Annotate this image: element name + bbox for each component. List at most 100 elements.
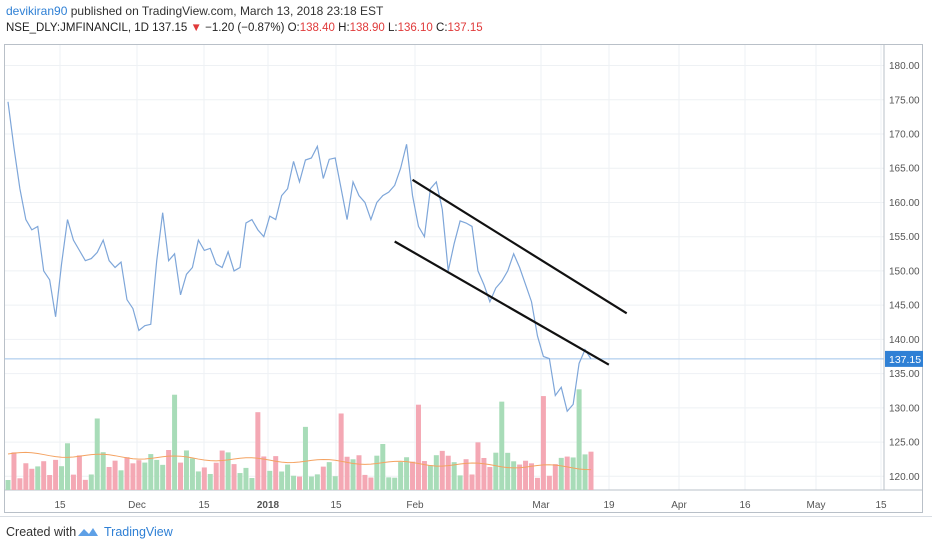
footer: Created with TradingView (0, 516, 932, 551)
volume-bar (332, 476, 338, 490)
x-tick-label: 2018 (257, 500, 280, 511)
volume-bar (195, 471, 201, 490)
volume-bar (189, 458, 195, 490)
y-tick-label: 180.00 (889, 61, 920, 72)
volume-bar (166, 450, 172, 490)
volume-bar (237, 473, 243, 490)
volume-bar (17, 478, 23, 490)
volume-bar (23, 463, 29, 490)
high-value: 138.90 (349, 22, 385, 34)
volume-bar (505, 452, 511, 490)
volume-bar (320, 466, 326, 490)
volume-bar (297, 476, 302, 490)
y-tick-label: 135.00 (889, 369, 920, 380)
volume-bar (481, 457, 487, 490)
trendline (411, 178, 628, 315)
author-link[interactable]: devikiran90 (6, 4, 68, 18)
volume-bar (11, 452, 17, 490)
volume-bar (445, 455, 451, 490)
volume-bar (154, 459, 160, 490)
y-tick-label: 160.00 (889, 198, 920, 209)
volume-bar (392, 477, 398, 490)
volume-bar (243, 467, 249, 490)
volume-bar (410, 461, 416, 490)
volume-bar (130, 463, 136, 490)
y-tick-label: 170.00 (889, 130, 920, 141)
x-tick-label: Feb (406, 500, 424, 511)
x-tick-label: 15 (198, 500, 210, 511)
volume-bar (582, 454, 588, 490)
last-price: 137.15 (152, 22, 188, 34)
volume-bar (201, 467, 207, 490)
volume-bar (231, 464, 237, 490)
publish-header: devikiran90 published on TradingView.com… (6, 4, 383, 18)
volume-bar (112, 460, 118, 490)
y-tick-label: 165.00 (889, 164, 920, 175)
x-tick-label: 19 (603, 500, 615, 511)
volume-bar (326, 462, 332, 490)
volume-bar (70, 474, 76, 490)
volume-bar (172, 394, 178, 490)
volume-bar (267, 470, 273, 490)
volume-bar (106, 466, 112, 490)
price-line (7, 101, 592, 413)
y-tick-label: 145.00 (889, 301, 920, 312)
y-tick-label: 120.00 (889, 472, 920, 483)
volume-bar (576, 389, 582, 490)
volume-bar (249, 478, 255, 490)
volume-bar (118, 470, 124, 490)
high-label: H: (338, 22, 350, 34)
volume-bar (570, 457, 576, 490)
publish-info: published on TradingView.com, March 13, … (70, 4, 384, 18)
x-tick-label: Dec (128, 500, 146, 511)
x-tick-label: 15 (875, 500, 887, 511)
volume-bar (136, 460, 142, 490)
volume-bar (59, 466, 65, 490)
volume-bar (219, 450, 225, 490)
x-tick-label: Apr (671, 500, 687, 511)
volume-bar (338, 413, 344, 490)
volume-bar (540, 396, 546, 490)
volume-bar (41, 461, 47, 490)
tradingview-brand-link[interactable]: TradingView (104, 525, 173, 539)
created-with-label: Created with (6, 525, 77, 539)
open-label: O: (287, 22, 300, 34)
volume-bar (261, 456, 267, 490)
y-tick-label: 175.00 (889, 95, 920, 106)
volume-bar (451, 462, 457, 490)
volume-bar (487, 467, 493, 490)
volume-bar (546, 475, 552, 490)
volume-bar (183, 450, 189, 490)
volume-bar (100, 452, 106, 490)
volume-bar (433, 455, 439, 490)
volume-bar (427, 465, 433, 490)
y-tick-label: 130.00 (889, 403, 920, 414)
volume-bar (499, 401, 505, 490)
symbol-label: NSE_DLY:JMFINANCIL, 1D (6, 22, 149, 34)
volume-bar (5, 480, 11, 490)
volume-bar (47, 475, 53, 490)
chart-frame[interactable] (4, 44, 923, 513)
volume-bar (362, 474, 368, 490)
volume-bar (534, 477, 540, 490)
down-arrow-icon: ▼ (190, 22, 202, 34)
open-value: 138.40 (299, 22, 335, 34)
last-price-badge-label: 137.15 (889, 354, 921, 366)
volume-bar (493, 452, 499, 490)
volume-bar (148, 454, 154, 490)
volume-bar (469, 474, 475, 490)
low-label: L: (388, 22, 398, 34)
tradingview-logo-icon (78, 528, 98, 536)
volume-bar (35, 466, 41, 490)
last-price-badge (885, 350, 923, 367)
y-tick-label: 140.00 (889, 335, 920, 346)
volume-bar (291, 475, 297, 490)
volume-bar (255, 412, 261, 490)
volume-bar (588, 451, 594, 490)
volume-bar (64, 443, 70, 490)
volume-bar (178, 462, 184, 490)
volume-bar (380, 443, 386, 490)
volume-bar (564, 456, 570, 490)
trendline (394, 240, 610, 366)
